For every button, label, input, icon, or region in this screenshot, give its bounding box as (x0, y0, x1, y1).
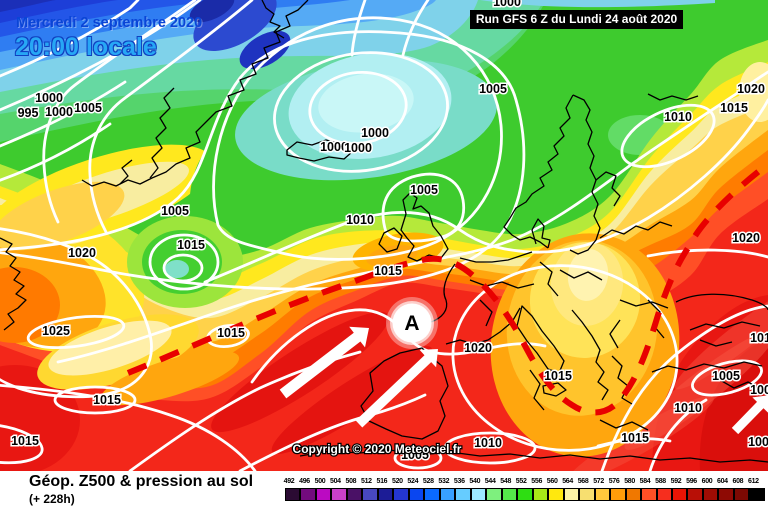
svg-text:1000: 1000 (320, 140, 348, 154)
svg-text:1010: 1010 (474, 436, 502, 450)
svg-text:1015: 1015 (177, 238, 205, 252)
svg-text:1005: 1005 (74, 101, 102, 115)
svg-text:1015: 1015 (544, 369, 572, 383)
svg-text:1020: 1020 (732, 231, 760, 245)
svg-text:Copyright © 2020 Meteociel.fr: Copyright © 2020 Meteociel.fr (293, 442, 462, 456)
svg-text:1015: 1015 (750, 331, 768, 345)
svg-text:1000: 1000 (361, 126, 389, 140)
svg-text:1010: 1010 (674, 401, 702, 415)
svg-text:1015: 1015 (374, 264, 402, 278)
svg-text:1005: 1005 (410, 183, 438, 197)
svg-text:1015: 1015 (217, 326, 245, 340)
svg-text:1005: 1005 (712, 369, 740, 383)
svg-text:1020: 1020 (464, 341, 492, 355)
svg-text:1005: 1005 (479, 82, 507, 96)
svg-text:1000: 1000 (45, 105, 73, 119)
svg-text:1010: 1010 (664, 110, 692, 124)
svg-text:A: A (404, 312, 419, 335)
svg-text:1000: 1000 (344, 141, 372, 155)
svg-text:1015: 1015 (621, 431, 649, 445)
svg-text:995: 995 (18, 106, 39, 120)
svg-text:1020: 1020 (737, 82, 765, 96)
svg-text:1010: 1010 (346, 213, 374, 227)
svg-text:1000: 1000 (35, 91, 63, 105)
svg-text:1000: 1000 (493, 0, 521, 9)
svg-text:1005: 1005 (401, 448, 429, 462)
svg-text:1005: 1005 (748, 435, 768, 449)
svg-text:1015: 1015 (720, 101, 748, 115)
svg-text:1015: 1015 (93, 393, 121, 407)
svg-text:1005: 1005 (161, 204, 189, 218)
svg-text:1025: 1025 (42, 324, 70, 338)
svg-text:1005: 1005 (750, 383, 768, 397)
svg-text:1020: 1020 (68, 246, 96, 260)
svg-text:1015: 1015 (11, 434, 39, 448)
